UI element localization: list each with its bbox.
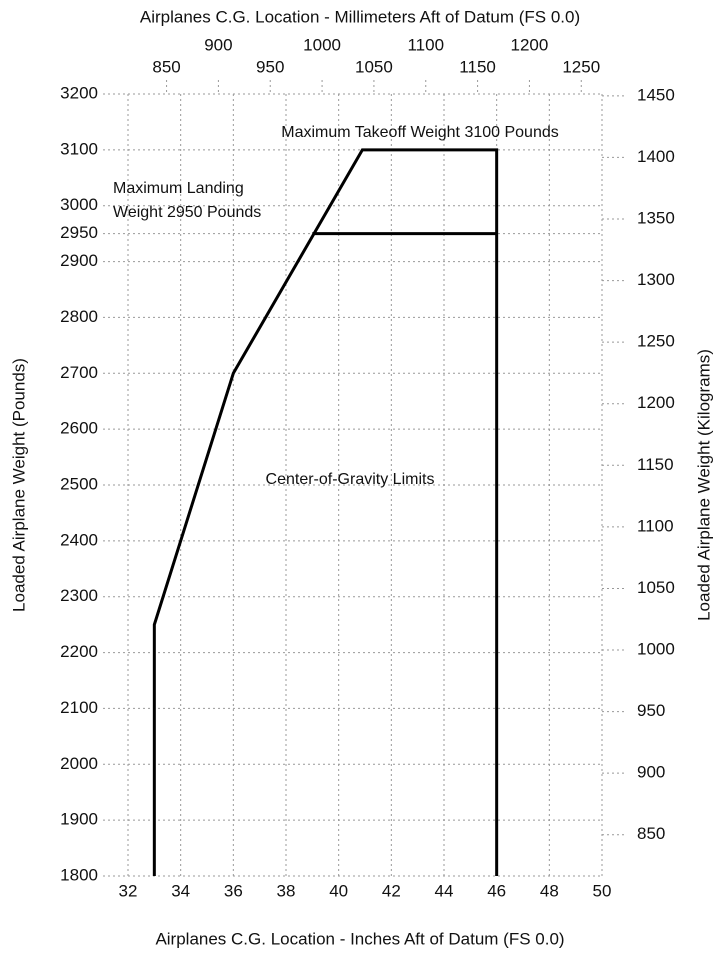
y2-tick-label: 850 [637, 824, 665, 843]
annotation: Center-of-Gravity Limits [266, 471, 435, 488]
x-tick-label: 48 [540, 881, 559, 900]
y-tick-label: 1900 [60, 810, 98, 829]
y-tick-label: 3000 [60, 195, 98, 214]
y-tick-label: 2500 [60, 474, 98, 493]
y-tick-label: 2800 [60, 307, 98, 326]
annotation: Maximum Takeoff Weight 3100 Pounds [281, 124, 559, 141]
y-tick-label: 1800 [60, 865, 98, 884]
y-tick-label: 2100 [60, 698, 98, 717]
y2-tick-label: 1150 [637, 455, 674, 474]
y-tick-label: 2600 [60, 419, 98, 438]
y-tick-label: 2900 [60, 251, 98, 270]
x-tick-label: 38 [277, 881, 296, 900]
y2-tick-label: 900 [637, 763, 665, 782]
x2-tick-label: 1050 [355, 57, 393, 76]
annotation: Maximum Landing [113, 180, 244, 197]
y2-tick-label: 1100 [637, 516, 674, 535]
x2-tick-label: 1150 [459, 57, 496, 76]
y-tick-label: 2300 [60, 586, 98, 605]
y2-tick-label: 1450 [637, 85, 675, 104]
y2-tick-label: 1050 [637, 578, 675, 597]
x-tick-label: 50 [593, 881, 612, 900]
y2-tick-label: 1350 [637, 208, 675, 227]
y2-tick-label: 1400 [637, 147, 675, 166]
x-tick-label: 34 [171, 881, 190, 900]
x-tick-label: 40 [329, 881, 348, 900]
x2-tick-label: 850 [152, 57, 180, 76]
y2-tick-label: 1300 [637, 270, 675, 289]
y2-tick-label: 950 [637, 701, 665, 720]
series-line [152, 148, 499, 876]
y2-tick-label: 1200 [637, 393, 675, 412]
annotation: Weight 2950 Pounds [113, 204, 261, 221]
x2-tick-label: 900 [204, 35, 232, 54]
x2-tick-label: 1000 [303, 35, 341, 54]
x-axis-title: Airplanes C.G. Location - Inches Aft of … [155, 929, 564, 948]
y-tick-label: 2950 [60, 223, 98, 242]
y-tick-label: 2700 [60, 363, 98, 382]
x-tick-label: 42 [382, 881, 401, 900]
x2-tick-label: 1200 [511, 35, 549, 54]
y-tick-label: 3100 [60, 139, 98, 158]
y-tick-label: 2000 [60, 754, 98, 773]
y2-tick-label: 1250 [637, 332, 675, 351]
x-tick-label: 32 [119, 881, 138, 900]
x-tick-label: 36 [224, 881, 243, 900]
y-tick-label: 2400 [60, 530, 98, 549]
x2-tick-label: 1100 [407, 35, 444, 54]
y-tick-label: 3200 [60, 83, 98, 102]
x-tick-label: 46 [487, 881, 506, 900]
top-axis-title: Airplanes C.G. Location - Millimeters Af… [140, 7, 580, 26]
x2-tick-label: 1250 [562, 57, 600, 76]
y-axis-title: Loaded Airplane Weight (Pounds) [9, 358, 28, 612]
y2-axis-title: Loaded Airplane Weight (Kilograms) [694, 349, 713, 621]
x-tick-label: 44 [435, 881, 454, 900]
x2-tick-label: 950 [256, 57, 284, 76]
y-tick-label: 2200 [60, 642, 98, 661]
y2-tick-label: 1000 [637, 640, 675, 659]
